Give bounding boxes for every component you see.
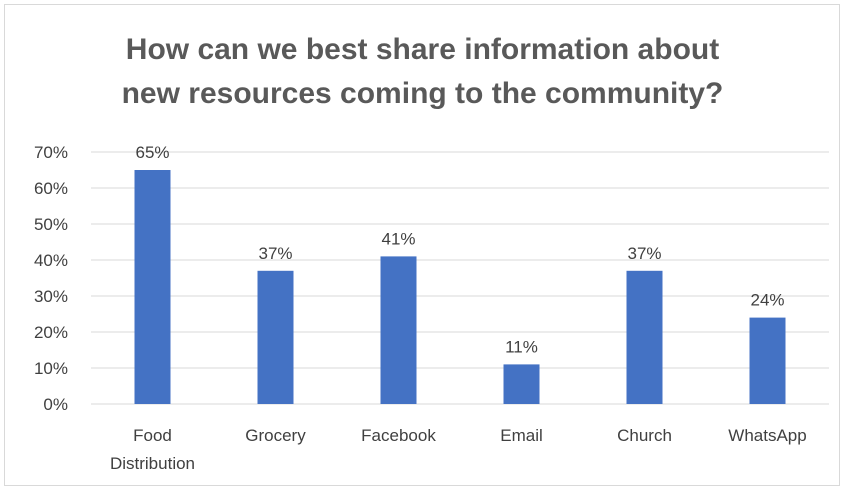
category-label: Distribution xyxy=(110,454,195,473)
bar xyxy=(257,270,294,404)
data-label: 11% xyxy=(505,337,538,356)
data-label: 24% xyxy=(750,291,784,310)
category-label: Email xyxy=(500,426,543,445)
bar xyxy=(749,317,786,404)
bar xyxy=(134,170,171,404)
y-tick-label: 70% xyxy=(34,143,68,162)
category-label: WhatsApp xyxy=(728,426,806,445)
y-tick-label: 50% xyxy=(34,215,68,234)
category-label: Grocery xyxy=(245,426,306,445)
y-tick-label: 40% xyxy=(34,251,68,270)
y-tick-label: 20% xyxy=(34,323,68,342)
data-label: 41% xyxy=(381,229,415,248)
chart-title-line-1: How can we best share information about xyxy=(125,33,720,66)
data-label: 37% xyxy=(258,244,292,263)
category-label: Food xyxy=(133,426,172,445)
category-label: Facebook xyxy=(361,426,436,445)
bar xyxy=(380,256,417,404)
data-label: 65% xyxy=(135,143,169,162)
chart-title-line-2: new resources coming to the community? xyxy=(121,77,724,110)
y-tick-label: 60% xyxy=(34,179,68,198)
data-label: 37% xyxy=(627,244,661,263)
bar xyxy=(503,364,540,404)
category-label: Church xyxy=(617,426,672,445)
y-tick-label: 0% xyxy=(43,395,68,414)
y-tick-label: 10% xyxy=(34,359,68,378)
y-tick-label: 30% xyxy=(34,287,68,306)
chart-title: How can we best share information about … xyxy=(0,28,845,116)
bar xyxy=(626,270,663,404)
